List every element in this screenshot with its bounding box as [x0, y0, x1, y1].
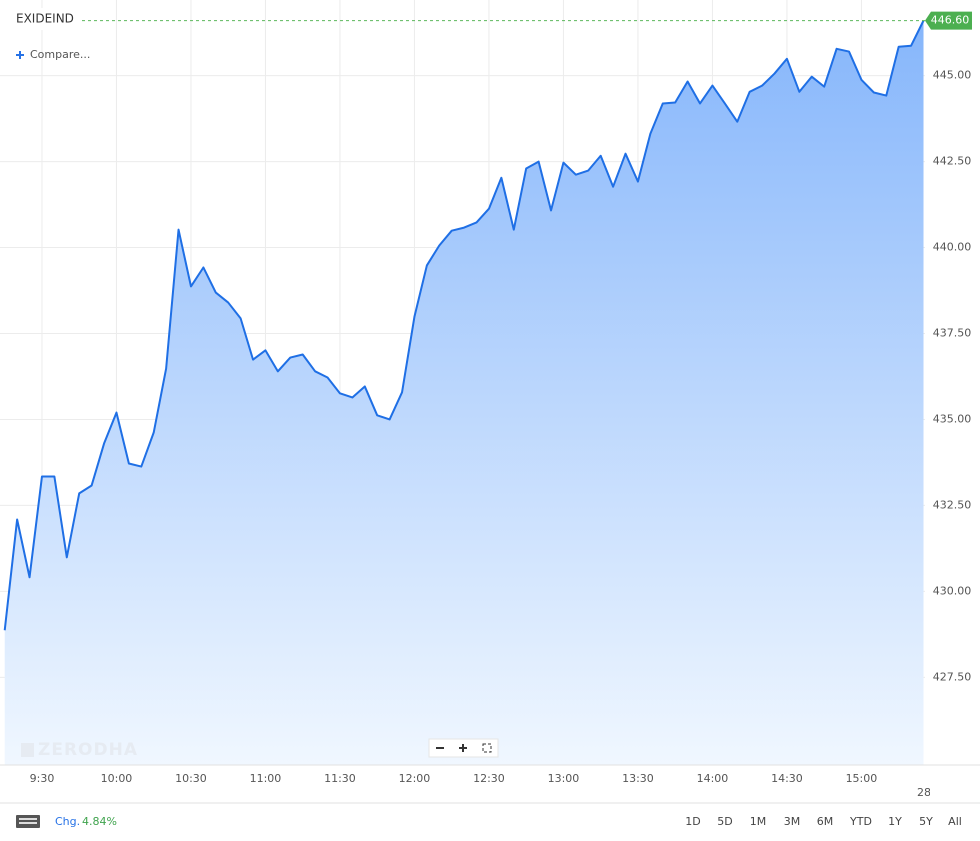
symbol-background [8, 8, 82, 30]
compare-button[interactable]: Compare... [16, 48, 90, 61]
x-tick-label: 12:30 [473, 772, 505, 785]
keyboard-keys [19, 822, 37, 824]
range-button[interactable]: 1M [750, 815, 767, 828]
y-tick-label: 432.50 [933, 498, 972, 511]
x-tick-label: 14:30 [771, 772, 803, 785]
fullscreen[interactable] [482, 743, 492, 753]
date-label: 28 [917, 786, 931, 799]
range-button[interactable]: 1Y [888, 815, 902, 828]
keyboard-icon[interactable] [16, 815, 40, 828]
x-tick-label: 14:00 [697, 772, 729, 785]
y-tick-label: 435.00 [933, 412, 972, 425]
range-button[interactable]: All [948, 815, 962, 828]
keyboard-body [16, 815, 40, 828]
compare-label[interactable]: Compare... [30, 48, 90, 61]
y-tick-label: 430.00 [933, 584, 972, 597]
keyboard-keys [19, 818, 37, 820]
last-price-tag [925, 11, 972, 30]
price-area [4, 20, 924, 765]
x-tick-label: 10:00 [101, 772, 133, 785]
range-button[interactable]: 1D [685, 815, 700, 828]
x-tick-label: 9:30 [30, 772, 55, 785]
x-tick-label: 12:00 [399, 772, 431, 785]
range-button[interactable]: 3M [784, 815, 801, 828]
zoom-controls [428, 738, 499, 758]
x-tick-label: 11:00 [250, 772, 282, 785]
watermark: ZERODHA [38, 740, 138, 760]
range-button[interactable]: 5D [717, 815, 732, 828]
x-tick-label: 15:00 [846, 772, 878, 785]
price-line [3, 20, 925, 631]
watermark-logo [21, 743, 34, 757]
x-tick-label: 13:30 [622, 772, 654, 785]
x-tick-label: 10:30 [175, 772, 207, 785]
symbol-title: EXIDEIND [16, 12, 74, 26]
x-tick-label: 13:00 [548, 772, 580, 785]
last-price-label: 446.60 [931, 14, 970, 27]
y-tick-label: 437.50 [933, 327, 972, 340]
y-tick-label: 440.00 [933, 241, 972, 254]
range-button[interactable]: 6M [817, 815, 834, 828]
change-value: 4.84% [82, 815, 117, 828]
change-label: Chg. [55, 815, 80, 828]
range-button[interactable]: YTD [849, 815, 872, 828]
range-button[interactable]: 5Y [919, 815, 933, 828]
y-tick-label: 442.50 [933, 155, 972, 168]
y-tick-label: 445.00 [933, 69, 972, 82]
x-tick-label: 11:30 [324, 772, 356, 785]
y-tick-label: 427.50 [933, 670, 972, 683]
